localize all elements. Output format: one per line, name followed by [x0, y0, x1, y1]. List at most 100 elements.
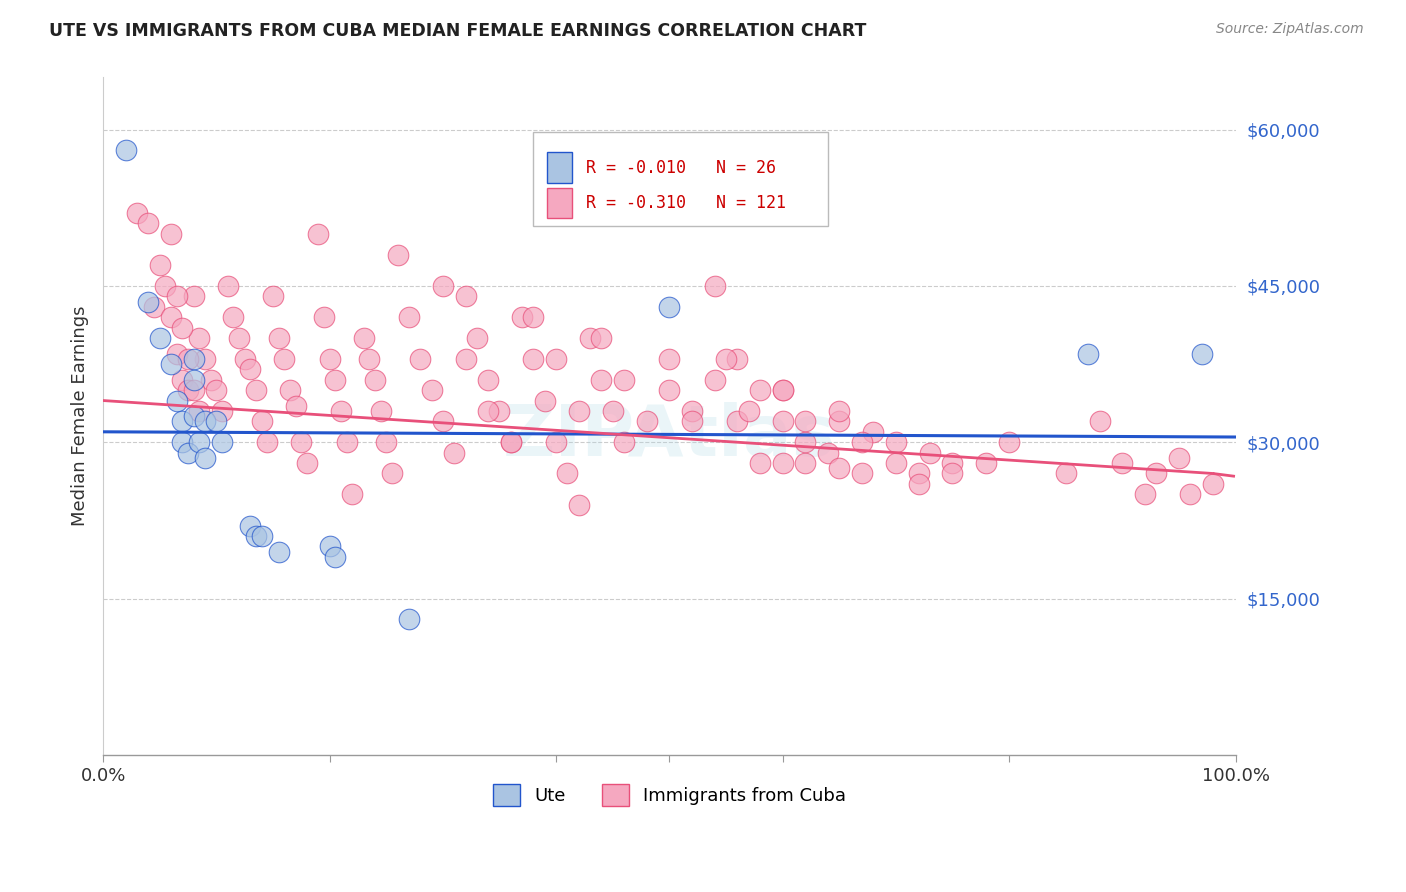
FancyBboxPatch shape	[533, 132, 828, 227]
Point	[557, 467, 579, 481]
Point	[772, 383, 794, 397]
Point	[217, 279, 239, 293]
Point	[998, 435, 1021, 450]
Point	[233, 351, 256, 366]
Point	[160, 310, 183, 325]
FancyBboxPatch shape	[547, 187, 572, 218]
Point	[477, 373, 499, 387]
Point	[160, 227, 183, 241]
Point	[273, 351, 295, 366]
Point	[329, 404, 352, 418]
Point	[398, 310, 420, 325]
Point	[250, 529, 273, 543]
Point	[149, 258, 172, 272]
Point	[353, 331, 375, 345]
Point	[188, 435, 211, 450]
Point	[703, 373, 725, 387]
Point	[737, 404, 759, 418]
Point	[658, 383, 681, 397]
Point	[1191, 346, 1213, 360]
Point	[602, 404, 624, 418]
Point	[976, 456, 998, 470]
Point	[794, 456, 817, 470]
Point	[817, 445, 839, 459]
Point	[499, 435, 522, 450]
Point	[127, 206, 149, 220]
Point	[183, 383, 205, 397]
Point	[918, 445, 941, 459]
Text: Source: ZipAtlas.com: Source: ZipAtlas.com	[1216, 22, 1364, 37]
Point	[714, 351, 737, 366]
Point	[278, 383, 301, 397]
Text: UTE VS IMMIGRANTS FROM CUBA MEDIAN FEMALE EARNINGS CORRELATION CHART: UTE VS IMMIGRANTS FROM CUBA MEDIAN FEMAL…	[49, 22, 866, 40]
Point	[510, 310, 533, 325]
Point	[307, 227, 329, 241]
Point	[941, 467, 963, 481]
Point	[851, 467, 873, 481]
Point	[211, 404, 233, 418]
Point	[591, 373, 613, 387]
Point	[1168, 450, 1191, 465]
Point	[323, 549, 346, 564]
Text: R = -0.010   N = 26: R = -0.010 N = 26	[585, 159, 776, 177]
Point	[522, 310, 544, 325]
Point	[658, 351, 681, 366]
Point	[172, 320, 194, 334]
Point	[499, 435, 522, 450]
Point	[828, 404, 851, 418]
Point	[1133, 487, 1156, 501]
Point	[228, 331, 250, 345]
Point	[172, 414, 194, 428]
Point	[772, 383, 794, 397]
Text: ZIPAtlas: ZIPAtlas	[503, 402, 835, 471]
Point	[177, 383, 200, 397]
Point	[794, 414, 817, 428]
Point	[454, 289, 477, 303]
Point	[188, 331, 211, 345]
Point	[432, 279, 454, 293]
Point	[613, 435, 636, 450]
Point	[245, 383, 267, 397]
Text: R = -0.310   N = 121: R = -0.310 N = 121	[585, 194, 786, 211]
Point	[794, 435, 817, 450]
Point	[194, 351, 217, 366]
Point	[681, 404, 703, 418]
Point	[318, 540, 340, 554]
Point	[284, 399, 307, 413]
Point	[172, 435, 194, 450]
Point	[1180, 487, 1202, 501]
Point	[262, 289, 284, 303]
Point	[290, 435, 312, 450]
Point	[398, 612, 420, 626]
Legend: Ute, Immigrants from Cuba: Ute, Immigrants from Cuba	[485, 777, 853, 814]
Point	[907, 477, 929, 491]
Point	[681, 414, 703, 428]
Point	[443, 445, 465, 459]
Point	[222, 310, 245, 325]
FancyBboxPatch shape	[547, 153, 572, 183]
Point	[772, 456, 794, 470]
Point	[772, 414, 794, 428]
Point	[828, 461, 851, 475]
Point	[465, 331, 488, 345]
Point	[149, 331, 172, 345]
Point	[323, 373, 346, 387]
Point	[160, 357, 183, 371]
Point	[188, 404, 211, 418]
Point	[941, 456, 963, 470]
Point	[432, 414, 454, 428]
Point	[1202, 477, 1225, 491]
Point	[211, 435, 233, 450]
Point	[454, 351, 477, 366]
Point	[381, 467, 404, 481]
Point	[342, 487, 364, 501]
Point	[166, 393, 188, 408]
Point	[579, 331, 602, 345]
Point	[907, 467, 929, 481]
Point	[166, 289, 188, 303]
Point	[183, 373, 205, 387]
Point	[205, 383, 228, 397]
Point	[533, 393, 555, 408]
Point	[336, 435, 359, 450]
Point	[387, 247, 409, 261]
